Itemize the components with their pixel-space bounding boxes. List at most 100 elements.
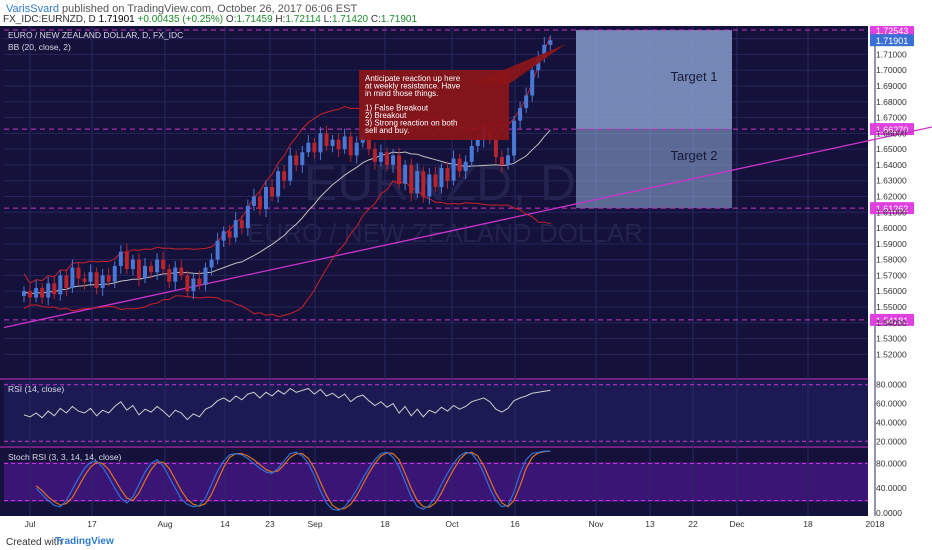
time-axis-panel [0, 516, 932, 534]
price-tick-label: 1.58000 [876, 255, 907, 265]
candle-body [403, 164, 408, 184]
level-price-label: 1.61262 [876, 204, 909, 214]
time-tick-label: 16 [510, 519, 520, 529]
candle-body [191, 278, 196, 292]
candle-body [88, 272, 93, 282]
bb-indicator-label: BB (20, close, 2) [8, 42, 71, 52]
candle-body [130, 259, 135, 270]
candle-body [136, 259, 141, 279]
chart-area[interactable]: EURNZD, D EURO / NEW ZEALAND DOLLAR Target… [0, 24, 932, 534]
tradingview-logo[interactable]: TradingView [55, 536, 114, 547]
price-tick-label: 1.68000 [876, 97, 907, 107]
candle-body [391, 155, 396, 165]
candle-body [306, 142, 311, 153]
created-with-text: Created with [6, 537, 63, 548]
price-tick-label: 1.63000 [876, 176, 907, 186]
candle-body [155, 259, 160, 273]
target-1-zone [576, 30, 732, 130]
target-2-label: Target 2 [671, 148, 718, 163]
target-1-label: Target 1 [671, 69, 718, 84]
candle-body [203, 267, 208, 285]
candle-body [34, 288, 39, 298]
stoch-k-line [35, 450, 551, 512]
candle-body [233, 220, 238, 238]
candle-body [548, 40, 553, 45]
stoch-tick-label: 80.0000 [876, 458, 907, 468]
candle-body [288, 155, 293, 181]
candle-body [112, 265, 117, 282]
time-tick-label: 17 [87, 519, 97, 529]
candle-body [421, 171, 426, 197]
candle-body [106, 275, 111, 282]
annotation-pointer [470, 44, 566, 84]
candle-body [451, 158, 456, 181]
target-2-zone [576, 129, 732, 209]
candle-body [257, 196, 262, 210]
time-tick-label: 2018 [866, 519, 885, 529]
candle-body [312, 142, 317, 153]
candle-body [270, 187, 275, 197]
candle-body [493, 139, 498, 158]
price-tick-label: 1.71000 [876, 49, 907, 59]
rsi-tick-label: 40.0000 [876, 417, 907, 427]
time-tick-label: Aug [157, 519, 172, 529]
candle-body [197, 278, 202, 285]
published-text: published on TradingView.com, October 26… [62, 3, 358, 15]
price-axis-panel [868, 26, 932, 516]
level-price-tag [870, 313, 914, 326]
candle-body [512, 120, 517, 156]
candle-body [94, 272, 99, 289]
candle-body [524, 95, 529, 109]
candle-body [28, 291, 33, 298]
candle-body [366, 136, 371, 150]
candle-body [506, 155, 510, 165]
candle-body [82, 278, 87, 282]
time-tick-label: Sep [307, 519, 322, 529]
price-tick-label: 1.52000 [876, 349, 907, 359]
candle-body [433, 174, 438, 188]
rsi-line [23, 387, 551, 421]
low-value: 1.71420 [331, 14, 369, 25]
candle-body [52, 283, 57, 295]
last-price: 1.71901 [98, 14, 135, 25]
annotation-text: Anticipate reaction up here at weekly res… [365, 74, 461, 135]
candle-body [40, 288, 45, 298]
change-value: +0.00435 (+0.25%) [137, 14, 224, 25]
author-link[interactable]: VarisSvard [6, 3, 59, 15]
close-label: C: [370, 14, 381, 25]
candle-body [124, 251, 129, 270]
rsi-tick-label: 80.0000 [876, 380, 907, 390]
candle-body [372, 149, 377, 162]
candle-body [542, 44, 547, 58]
price-tick-label: 1.64000 [876, 160, 907, 170]
price-tick-label: 1.69000 [876, 81, 907, 91]
price-tick-label: 1.62000 [876, 191, 907, 201]
candle-body [469, 145, 474, 162]
candle-body [149, 265, 154, 273]
time-tick-label: 22 [688, 519, 698, 529]
stoch-d-line [35, 450, 551, 510]
candle-body [100, 275, 105, 289]
level-price-tag [870, 123, 914, 136]
price-tick-label: 1.56000 [876, 286, 907, 296]
candle-body [336, 139, 341, 150]
rsi-indicator-label: RSI (14, close) [8, 384, 64, 394]
candle-body [185, 275, 190, 292]
candle-body [342, 136, 347, 150]
chart-title: EURO / NEW ZEALAND DOLLAR, D, FX_IDC [8, 30, 183, 40]
time-tick-label: Jul [25, 519, 36, 529]
price-tick-label: 1.53000 [876, 334, 907, 344]
candle-body [58, 275, 63, 295]
candle-body [22, 291, 26, 296]
time-tick-label: Oct [445, 519, 459, 529]
candle-body [415, 171, 420, 194]
candle-body [118, 251, 123, 266]
open-label: O: [225, 14, 237, 25]
candle-body [499, 157, 504, 165]
candle-body [427, 174, 432, 197]
time-tick-label: 14 [220, 519, 230, 529]
last-price-tag [870, 34, 914, 47]
bb-lower-band [23, 179, 551, 318]
last-price-label: 1.71901 [876, 36, 909, 46]
